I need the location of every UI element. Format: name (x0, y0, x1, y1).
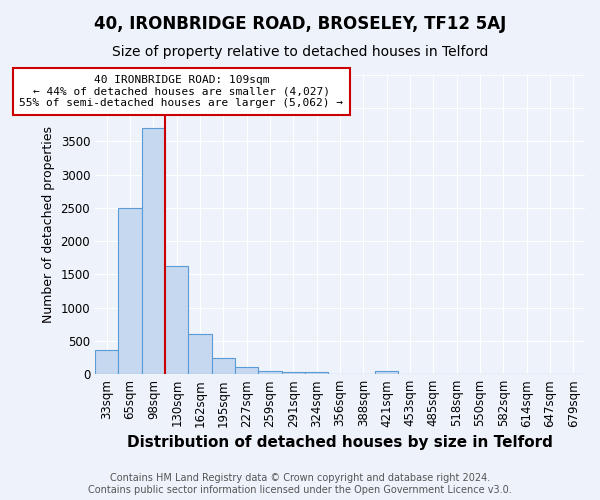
X-axis label: Distribution of detached houses by size in Telford: Distribution of detached houses by size … (127, 435, 553, 450)
Bar (259, 370, 282, 374)
Bar (118, 208, 142, 374)
Bar (95, 350, 118, 374)
Text: 40, IRONBRIDGE ROAD, BROSELEY, TF12 5AJ: 40, IRONBRIDGE ROAD, BROSELEY, TF12 5AJ (94, 15, 506, 33)
Y-axis label: Number of detached properties: Number of detached properties (42, 126, 55, 323)
Bar (235, 367, 259, 374)
Bar (305, 372, 328, 374)
Bar (375, 371, 398, 374)
Text: Size of property relative to detached houses in Telford: Size of property relative to detached ho… (112, 45, 488, 59)
Bar (282, 372, 305, 374)
Bar (142, 128, 165, 374)
Bar (212, 358, 235, 374)
Bar (188, 334, 212, 374)
Text: 40 IRONBRIDGE ROAD: 109sqm
← 44% of detached houses are smaller (4,027)
55% of s: 40 IRONBRIDGE ROAD: 109sqm ← 44% of deta… (19, 75, 343, 108)
Bar (165, 266, 188, 374)
Text: Contains HM Land Registry data © Crown copyright and database right 2024.
Contai: Contains HM Land Registry data © Crown c… (88, 474, 512, 495)
